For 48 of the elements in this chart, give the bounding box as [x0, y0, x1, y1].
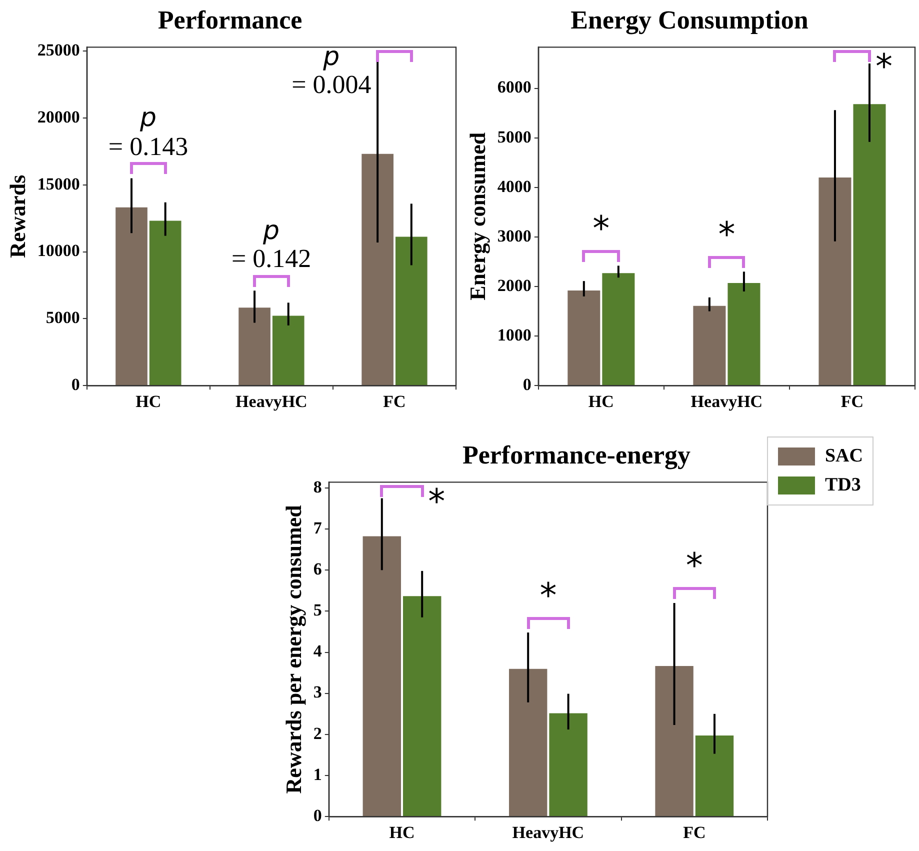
y-tick-label: 20000 [37, 107, 80, 126]
y-tick-label: 3000 [497, 226, 532, 246]
y-axis-title: Rewards per energy consumed [280, 505, 306, 794]
y-tick-label: 6 [313, 560, 322, 579]
x-tick-label: HeavyHC [690, 392, 763, 412]
y-tick-label: 15000 [37, 174, 80, 194]
y-tick-label: 3 [313, 682, 322, 702]
y-tick-label: 5 [313, 600, 322, 620]
y-tick-label: 0 [313, 806, 322, 825]
annotation: * [592, 208, 610, 249]
y-axis-title: Energy consumed [464, 132, 490, 300]
y-tick-label: 8 [313, 477, 322, 496]
y-tick-label: 5000 [46, 308, 80, 328]
y-tick-label: 10000 [37, 241, 80, 260]
y-tick-label: 2 [313, 724, 322, 743]
annotation: * [875, 47, 892, 88]
x-tick-label: FC [840, 392, 864, 412]
y-tick-label: 1 [313, 764, 322, 784]
x-tick-label: FC [383, 392, 406, 412]
y-tick-label: 4000 [497, 176, 532, 196]
annotation: * [428, 482, 446, 522]
y-tick-label: 25000 [37, 40, 80, 60]
y-tick-label: 1000 [497, 325, 532, 344]
x-tick-label: HC [136, 392, 162, 412]
annotation: p = 0.142 [231, 216, 312, 273]
y-tick-label: 5000 [497, 127, 532, 146]
y-tick-label: 6000 [497, 78, 532, 97]
x-tick-label: HeavyHC [512, 823, 584, 842]
y-axis-title: Rewards [4, 174, 30, 258]
chart-title: Performance [158, 5, 302, 34]
y-tick-label: 4 [313, 642, 322, 661]
y-tick-label: 2000 [497, 276, 532, 295]
annotation: * [718, 214, 736, 255]
annotation: * [686, 546, 703, 586]
legend-label: SAC [824, 445, 864, 466]
annotation: p = 0.143 [108, 103, 188, 161]
x-tick-label: HC [588, 392, 614, 412]
y-tick-label: 0 [522, 374, 532, 394]
chart-title: Performance-energy [462, 440, 691, 470]
chart-title: Energy Consumption [570, 5, 809, 34]
x-tick-label: HeavyHC [236, 392, 308, 412]
y-tick-label: 0 [71, 374, 80, 394]
legend-label: TD3 [824, 474, 861, 496]
x-tick-label: FC [683, 823, 706, 842]
y-tick-label: 7 [313, 518, 322, 538]
x-tick-label: HC [389, 823, 415, 842]
annotation: * [540, 576, 557, 616]
annotation: p = 0.004 [292, 42, 372, 100]
